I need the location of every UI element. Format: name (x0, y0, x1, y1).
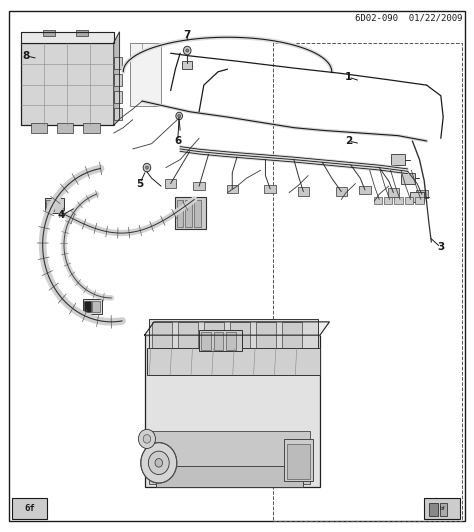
Bar (12, 498, 47, 519)
Text: 6: 6 (174, 136, 182, 146)
Bar (83, 123, 100, 133)
Bar (388, 188, 399, 197)
Bar (76, 30, 88, 36)
Text: 4: 4 (58, 211, 65, 220)
Text: 8: 8 (22, 51, 30, 61)
Bar (114, 108, 122, 120)
Bar (273, 43, 462, 521)
Bar (227, 185, 238, 193)
Text: 7: 7 (183, 30, 191, 39)
Bar (177, 200, 183, 227)
Bar (214, 332, 223, 350)
Bar (21, 43, 114, 125)
Circle shape (138, 429, 155, 448)
Bar (175, 197, 206, 229)
Circle shape (143, 163, 151, 172)
Bar (31, 123, 47, 133)
Circle shape (178, 114, 181, 118)
Text: bf: bf (439, 506, 445, 511)
Bar (130, 43, 161, 106)
Bar (284, 439, 313, 481)
Bar (440, 503, 447, 516)
Text: 2: 2 (345, 136, 352, 146)
Bar (152, 322, 172, 349)
Bar (92, 301, 100, 312)
Text: 6f: 6f (25, 504, 35, 513)
Circle shape (143, 435, 151, 443)
Bar (182, 61, 192, 69)
Bar (410, 192, 424, 202)
Bar (416, 190, 428, 198)
Bar (114, 91, 122, 103)
Bar (298, 187, 309, 196)
Text: 3: 3 (437, 243, 445, 252)
Bar (204, 322, 224, 349)
Circle shape (183, 46, 191, 55)
Bar (384, 197, 392, 204)
Bar (405, 197, 413, 204)
Bar (201, 332, 211, 350)
Text: 6D02-090  01/22/2009: 6D02-090 01/22/2009 (355, 13, 462, 22)
Bar (336, 187, 347, 196)
Bar (401, 173, 415, 184)
Bar (226, 332, 236, 350)
Bar (149, 431, 310, 484)
Text: 5: 5 (136, 179, 144, 188)
Bar (194, 200, 201, 227)
Text: 1: 1 (345, 72, 352, 82)
Bar (424, 498, 460, 519)
Bar (359, 186, 371, 194)
Circle shape (176, 112, 182, 120)
Bar (264, 185, 276, 193)
Bar (193, 182, 205, 190)
Bar (114, 74, 122, 86)
Bar (178, 322, 198, 349)
Bar (165, 179, 176, 188)
Bar (147, 348, 320, 375)
Bar (199, 330, 242, 351)
Polygon shape (145, 322, 329, 335)
Bar (287, 444, 310, 479)
Bar (114, 57, 122, 69)
Bar (149, 319, 318, 351)
Bar (45, 198, 64, 213)
Polygon shape (114, 32, 119, 125)
Bar (57, 123, 73, 133)
Circle shape (141, 443, 177, 483)
Bar (256, 322, 276, 349)
Bar (394, 197, 403, 204)
Bar (415, 197, 424, 204)
Circle shape (155, 459, 163, 467)
Bar (84, 301, 91, 312)
Bar (83, 299, 102, 314)
Bar (374, 197, 382, 204)
Circle shape (148, 451, 169, 475)
Bar (185, 200, 192, 227)
Bar (46, 200, 54, 211)
Bar (43, 30, 55, 36)
Circle shape (146, 166, 148, 169)
Polygon shape (21, 32, 114, 43)
Bar (230, 322, 250, 349)
Bar (156, 466, 303, 487)
Bar (429, 503, 438, 516)
Bar (282, 322, 302, 349)
Bar (145, 335, 320, 487)
Circle shape (186, 49, 189, 52)
Bar (391, 154, 405, 165)
